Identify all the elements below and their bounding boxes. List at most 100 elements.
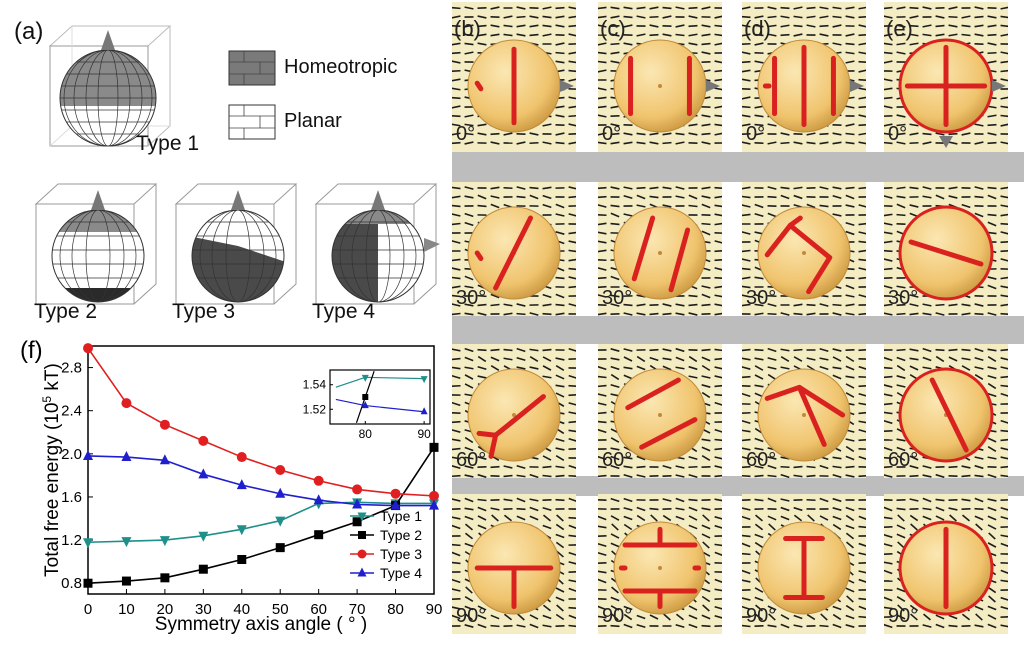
data-point — [160, 420, 170, 430]
inset-x-tick-label: 90 — [417, 427, 431, 441]
data-point — [314, 476, 324, 486]
angle-label: 60° — [888, 449, 918, 472]
angle-label: 30° — [456, 287, 486, 310]
data-point — [84, 579, 93, 588]
x-tick-label: 0 — [84, 601, 92, 618]
y-tick-label: 2.0 — [61, 446, 82, 463]
simulation-panel: 90° — [884, 494, 1008, 634]
homeotropic-swatch — [228, 50, 276, 86]
simulation-panel: 90° — [598, 494, 722, 634]
simulation-panel: 30° — [598, 182, 722, 316]
angle-label: 60° — [746, 449, 776, 472]
data-point — [362, 394, 368, 400]
angle-label: 60° — [602, 449, 632, 472]
data-point — [199, 565, 208, 574]
data-point — [83, 343, 93, 353]
data-point — [314, 530, 323, 539]
simulation-panel: 30° — [742, 182, 866, 316]
y-tick-label: 2.8 — [61, 360, 82, 377]
data-point — [275, 465, 285, 475]
angle-label: 30° — [746, 287, 776, 310]
y-tick-label: 2.4 — [61, 403, 82, 420]
data-point — [160, 573, 169, 582]
separator-bar — [452, 476, 1024, 496]
type3-label: Type 3 — [172, 300, 235, 324]
simulation-panel: 30° — [452, 182, 576, 316]
simulation-panel: 0° (c) — [598, 2, 722, 152]
y-axis-label: Total free energy (105 kT) — [40, 363, 63, 577]
angle-label: 90° — [746, 605, 776, 628]
simulation-panel: 90° — [452, 494, 576, 634]
planar-label: Planar — [284, 110, 342, 133]
x-tick-label: 10 — [118, 601, 135, 618]
chart-legend: Type 1 Type 2 Type 3 Type 4 — [350, 508, 422, 581]
data-point — [83, 450, 93, 460]
angle-label: 0° — [888, 123, 907, 146]
simulation-panel: 60° — [884, 344, 1008, 478]
simulation-panel: 90° — [742, 494, 866, 634]
data-point — [198, 436, 208, 446]
legend-label: Type 3 — [380, 546, 422, 562]
y-tick-label: 1.2 — [61, 532, 82, 549]
x-tick-label: 80 — [387, 601, 404, 618]
x-tick-label: 90 — [426, 601, 443, 618]
angle-label: 30° — [602, 287, 632, 310]
y-tick-label: 0.8 — [61, 575, 82, 592]
panel-column-label: (c) — [600, 16, 626, 42]
data-point — [358, 531, 366, 539]
data-point — [430, 443, 439, 452]
angle-label: 90° — [602, 605, 632, 628]
panel-column-label: (e) — [886, 16, 913, 42]
data-point — [121, 537, 131, 547]
inset-chart: 80 90 1.52 1.54 — [303, 370, 431, 441]
series-type-4 — [83, 450, 439, 510]
legend-label: Type 1 — [380, 508, 422, 524]
inset-y-tick-label: 1.52 — [303, 402, 327, 416]
panel-column-label: (d) — [744, 16, 771, 42]
data-point — [276, 543, 285, 552]
separator-bar — [452, 152, 1024, 182]
type2-label: Type 2 — [34, 300, 97, 324]
type1-label: Type 1 — [136, 132, 199, 156]
simulation-panel: 60° — [452, 344, 576, 478]
data-point — [83, 538, 93, 548]
y-tick-label: 1.6 — [61, 489, 82, 506]
data-point — [237, 452, 247, 462]
angle-label: 60° — [456, 449, 486, 472]
angle-label: 90° — [456, 605, 486, 628]
simulation-panel: 0° (d) — [742, 2, 866, 152]
data-point — [353, 517, 362, 526]
homeotropic-label: Homeotropic — [284, 56, 397, 79]
data-point — [352, 484, 362, 494]
data-point — [429, 491, 439, 501]
simulation-panel: 30° — [884, 182, 1008, 316]
simulation-panel: 0° (b) — [452, 2, 576, 152]
angle-label: 90° — [888, 605, 918, 628]
angle-label: 0° — [746, 123, 765, 146]
panel-column-label: (b) — [454, 16, 481, 42]
simulation-panel: 0° (e) — [884, 2, 1008, 152]
simulation-grid: 0° (b) 30° 60° 90° 0° (c) 30° 60° 90° 0° (d) 30° 60° 9… — [452, 0, 1024, 642]
data-point — [121, 398, 131, 408]
angle-label: 0° — [602, 123, 621, 146]
data-point — [122, 577, 131, 586]
inset-y-tick-label: 1.54 — [303, 378, 327, 392]
simulation-panel: 60° — [742, 344, 866, 478]
angle-label: 0° — [456, 123, 475, 146]
data-point — [391, 489, 401, 499]
data-point — [237, 555, 246, 564]
type4-label: Type 4 — [312, 300, 375, 324]
x-axis-label: Symmetry axis angle ( ° ) — [155, 614, 367, 635]
legend-label: Type 2 — [380, 527, 422, 543]
simulation-panel: 60° — [598, 344, 722, 478]
inset-x-tick-label: 80 — [359, 427, 373, 441]
panel-f-label: (f) — [20, 337, 43, 364]
legend-label: Type 4 — [380, 565, 422, 581]
data-point — [121, 451, 131, 461]
planar-swatch — [228, 104, 276, 140]
angle-label: 30° — [888, 287, 918, 310]
data-point — [358, 550, 367, 559]
data-point — [358, 568, 367, 577]
data-point — [160, 536, 170, 546]
